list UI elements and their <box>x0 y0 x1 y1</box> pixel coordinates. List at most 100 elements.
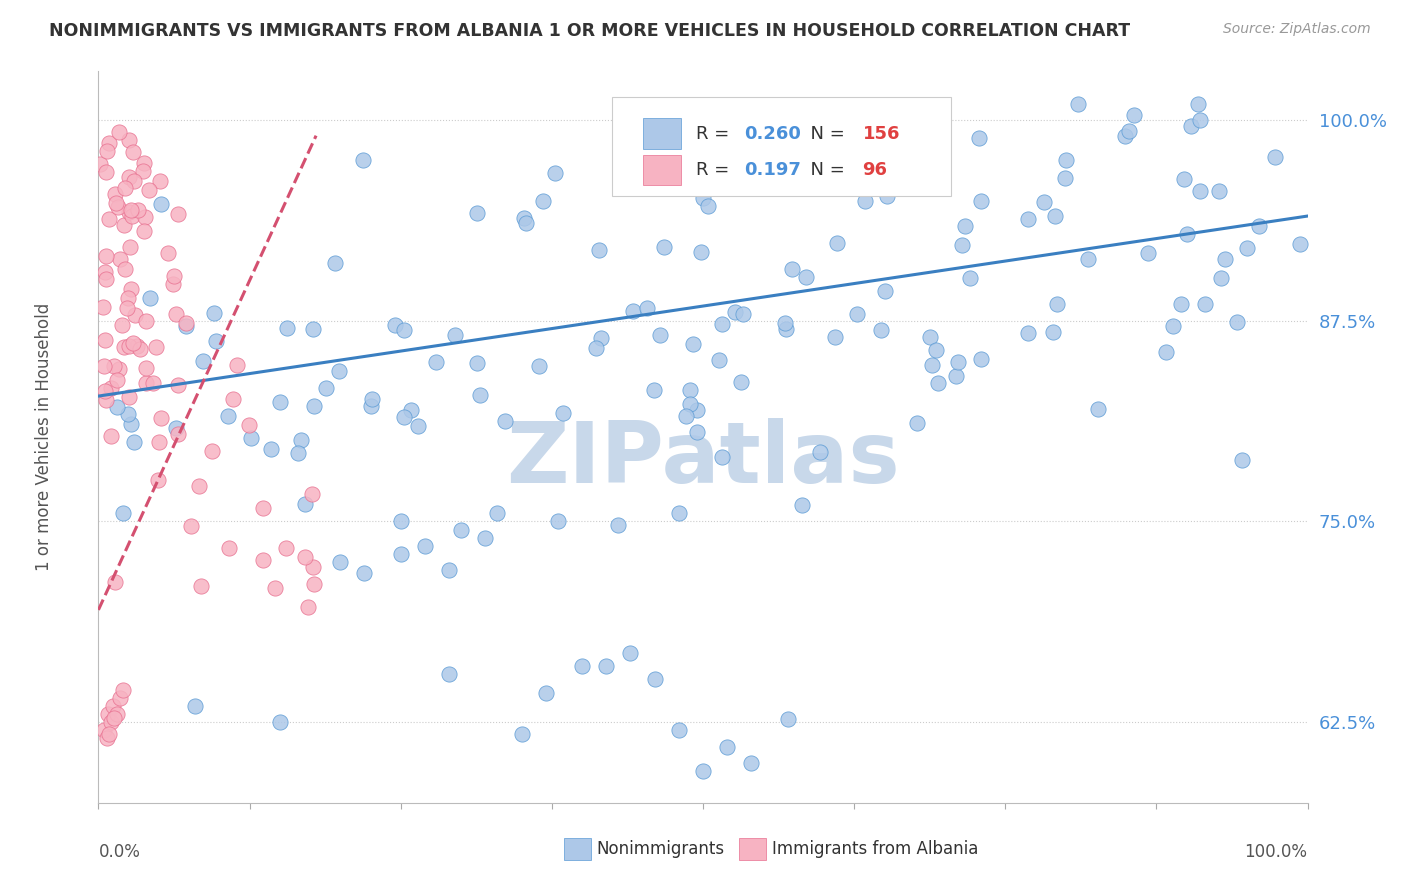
Point <box>1170 296 1192 310</box>
Point <box>105 196 128 211</box>
Point <box>93 359 115 374</box>
Point <box>905 416 928 430</box>
Text: R =: R = <box>696 125 735 143</box>
Point <box>112 340 135 354</box>
Point <box>112 218 135 232</box>
Point <box>180 518 202 533</box>
Point <box>112 506 135 520</box>
Point <box>150 197 173 211</box>
Point <box>1042 326 1064 340</box>
Text: Nonimmigrants: Nonimmigrants <box>596 840 724 858</box>
Text: N =: N = <box>799 125 851 143</box>
Point <box>679 383 702 397</box>
Point <box>1236 241 1258 255</box>
Point <box>108 252 131 266</box>
Point <box>294 549 316 564</box>
Point <box>921 358 943 372</box>
Point <box>912 174 935 188</box>
Point <box>107 200 129 214</box>
Point <box>264 581 287 595</box>
Point <box>302 399 325 413</box>
Point <box>384 318 406 332</box>
Point <box>118 170 141 185</box>
Point <box>1136 246 1159 260</box>
Point <box>120 417 142 431</box>
Point <box>167 426 190 441</box>
Point <box>824 329 846 343</box>
Point <box>595 659 617 673</box>
Point <box>607 517 630 532</box>
Point <box>406 418 429 433</box>
Point <box>1017 326 1039 340</box>
Point <box>124 308 146 322</box>
Point <box>531 194 554 208</box>
Point <box>650 328 672 343</box>
Point <box>686 425 709 439</box>
Point <box>96 731 118 746</box>
Point <box>122 335 145 350</box>
Point <box>690 245 713 260</box>
Point <box>302 559 325 574</box>
Point <box>389 515 412 529</box>
Point <box>1123 108 1146 122</box>
Point <box>97 707 120 722</box>
Point <box>108 362 131 376</box>
Point <box>145 339 167 353</box>
Point <box>780 262 803 277</box>
Point <box>117 292 139 306</box>
Point <box>360 399 382 413</box>
Point <box>301 322 323 336</box>
Point <box>329 555 352 569</box>
Point <box>534 686 557 700</box>
Text: NONIMMIGRANTS VS IMMIGRANTS FROM ALBANIA 1 OR MORE VEHICLES IN HOUSEHOLD CORRELA: NONIMMIGRANTS VS IMMIGRANTS FROM ALBANIA… <box>49 22 1130 40</box>
Point <box>124 435 146 450</box>
Point <box>621 303 644 318</box>
Point <box>1067 96 1090 111</box>
Point <box>870 323 893 337</box>
Point <box>970 352 993 367</box>
Point <box>96 144 118 158</box>
Point <box>730 375 752 389</box>
Point <box>96 272 118 286</box>
Bar <box>564 838 591 860</box>
Point <box>94 265 117 279</box>
Point <box>551 406 574 420</box>
Point <box>174 316 197 330</box>
Point <box>794 269 817 284</box>
Point <box>252 500 274 515</box>
Point <box>668 723 690 738</box>
Point <box>1043 209 1066 223</box>
Text: 0.0%: 0.0% <box>98 843 141 861</box>
Point <box>301 487 323 501</box>
Point <box>105 373 128 387</box>
Point <box>1230 452 1253 467</box>
Point <box>1187 96 1209 111</box>
Point <box>1087 401 1109 416</box>
Point <box>1114 129 1136 144</box>
Point <box>122 145 145 159</box>
Point <box>437 563 460 577</box>
Point <box>696 199 718 213</box>
Point <box>512 211 534 226</box>
Point <box>918 329 941 343</box>
Point <box>100 715 122 730</box>
Point <box>239 431 262 445</box>
Point <box>118 205 141 219</box>
Point <box>399 402 422 417</box>
Point <box>115 301 138 315</box>
Point <box>129 342 152 356</box>
Point <box>392 323 415 337</box>
Text: 0.197: 0.197 <box>744 161 801 179</box>
Point <box>589 331 612 345</box>
Point <box>294 497 316 511</box>
Point <box>644 672 666 686</box>
Point <box>845 307 868 321</box>
Point <box>135 376 157 390</box>
Point <box>950 238 973 252</box>
Point <box>361 392 384 406</box>
Point <box>138 183 160 197</box>
Point <box>425 355 447 369</box>
Point <box>547 515 569 529</box>
Point <box>853 194 876 209</box>
Point <box>149 173 172 187</box>
